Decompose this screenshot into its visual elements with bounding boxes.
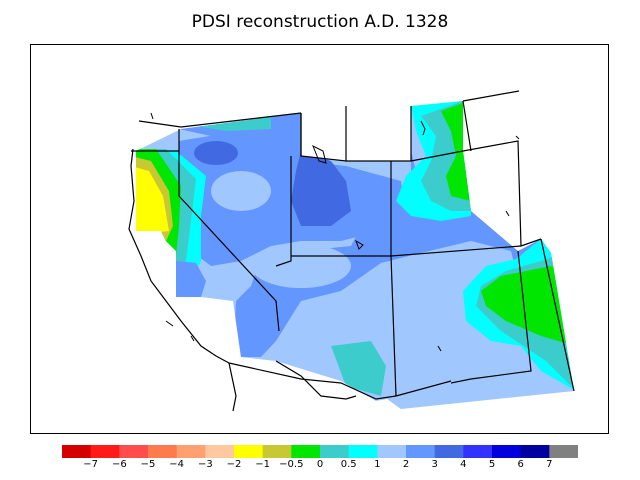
- pdsi-band-4: [291, 151, 351, 226]
- colorbar-cell: [348, 445, 378, 458]
- colorbar-tick-label: 4: [460, 459, 467, 470]
- state-line: [410, 150, 464, 162]
- coastline: [228, 362, 237, 412]
- colorbar-cell: [176, 445, 206, 458]
- colorbar-cell: [234, 445, 264, 458]
- pdsi-band-0: [481, 266, 574, 346]
- state-line: [275, 156, 292, 267]
- island: [165, 320, 174, 327]
- map-frame: [30, 44, 609, 434]
- lake: [505, 210, 510, 217]
- colorbar-tick-label: −4: [169, 459, 185, 470]
- border-line: [180, 112, 302, 128]
- mexico-border: [228, 362, 452, 400]
- pdsi-band-0.5: [331, 341, 386, 396]
- state-line: [346, 106, 412, 162]
- pdsi-band-2-patch: [251, 244, 351, 288]
- colorbar-tick-label: 0.5: [340, 459, 357, 470]
- pdsi-band-neg1: [136, 166, 169, 233]
- colorbar-tick-label: −3: [197, 459, 213, 470]
- state-line: [462, 140, 522, 247]
- pdsi-map: [128, 90, 575, 412]
- colorbar-tick-label: 3: [431, 459, 438, 470]
- colorbar-tick-label: 0: [316, 459, 324, 470]
- border-line: [462, 90, 520, 102]
- colorbar-tick-label: 1: [374, 459, 381, 470]
- colorbar-tick-label: −6: [111, 459, 127, 470]
- pdsi-band-2-patch: [211, 171, 271, 211]
- pdsi-band-neg0.5: [196, 106, 261, 114]
- lakes: [150, 112, 520, 352]
- boundaries: [128, 90, 575, 412]
- colorbar-tick-label: 5: [488, 459, 496, 470]
- lake: [355, 239, 364, 250]
- pdsi-band-4: [194, 141, 238, 165]
- colorbar-cell: [520, 445, 550, 458]
- lake: [150, 112, 154, 120]
- lake: [420, 120, 426, 136]
- state-line: [520, 238, 542, 247]
- colorbar-cell: [492, 445, 522, 458]
- border-line: [138, 120, 182, 128]
- colorbar-tick-label: 7: [546, 459, 553, 470]
- colorbar-cell: [119, 445, 149, 458]
- colorbar-cell: [434, 445, 464, 458]
- colorbar-tick-label: −5: [140, 459, 156, 470]
- colorbar-labels: −7 −6 −5 −4 −3 −2 −1 −0.5 0 0.5 1 2 3 4 5 6 7: [0, 458, 640, 474]
- colorbar-cell: [148, 445, 178, 458]
- colorbar-cell: [549, 445, 578, 458]
- lake: [437, 345, 442, 352]
- colorbar-tick-label: 2: [402, 459, 410, 470]
- map-title: PDSI reconstruction A.D. 1328: [191, 12, 449, 32]
- colorbar-cell: [205, 445, 235, 458]
- pdsi-band-3: [179, 113, 571, 357]
- colorbar-tick-label: −0.5: [279, 459, 304, 470]
- great-salt-lake: [312, 144, 327, 164]
- colorbar-cell: [377, 445, 407, 458]
- colorbar-tick-label: 6: [517, 459, 524, 470]
- colorbar-cell: [291, 445, 321, 458]
- colorbar-tick-label: −7: [83, 459, 99, 470]
- colorbar-cell: [406, 445, 436, 458]
- border-line: [462, 100, 472, 152]
- state-line: [450, 250, 532, 384]
- colorbar-cell: [62, 445, 92, 458]
- coastline: [275, 360, 357, 400]
- state-line: [540, 238, 575, 392]
- coastline: [128, 148, 230, 364]
- lake: [190, 335, 195, 342]
- colorbar-tick-label: −1: [255, 459, 271, 470]
- colorbar-tick-label: −2: [226, 459, 242, 470]
- pdsi-band-3: [176, 261, 206, 297]
- lake: [515, 135, 520, 140]
- colorbar-cell: [320, 445, 350, 458]
- pdsi-band-0.5: [196, 106, 271, 131]
- colorbar: [62, 445, 578, 458]
- colorbar-cell: [90, 445, 120, 458]
- colorbar-cell: [463, 445, 493, 458]
- state-line: [390, 245, 522, 257]
- state-line: [178, 129, 280, 332]
- colorbar-cell: [262, 445, 292, 458]
